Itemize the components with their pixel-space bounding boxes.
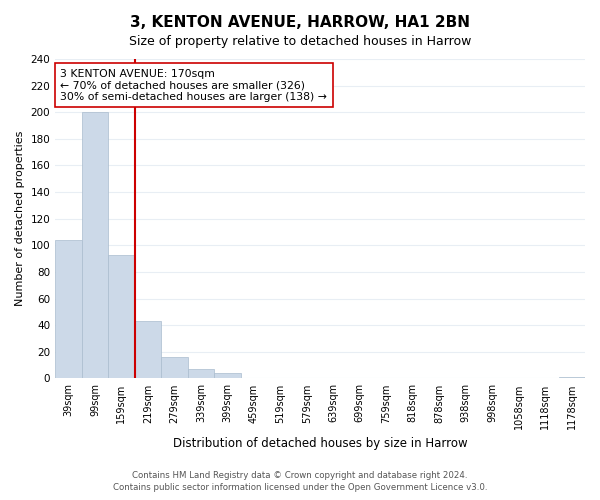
Text: 3, KENTON AVENUE, HARROW, HA1 2BN: 3, KENTON AVENUE, HARROW, HA1 2BN xyxy=(130,15,470,30)
Bar xyxy=(214,373,241,378)
Bar xyxy=(82,112,108,378)
Bar xyxy=(188,369,214,378)
Bar xyxy=(161,357,188,378)
Y-axis label: Number of detached properties: Number of detached properties xyxy=(15,131,25,306)
Bar xyxy=(134,321,161,378)
Text: 3 KENTON AVENUE: 170sqm
← 70% of detached houses are smaller (326)
30% of semi-d: 3 KENTON AVENUE: 170sqm ← 70% of detache… xyxy=(61,68,328,102)
X-axis label: Distribution of detached houses by size in Harrow: Distribution of detached houses by size … xyxy=(173,437,467,450)
Bar xyxy=(108,254,134,378)
Bar xyxy=(55,240,82,378)
Bar xyxy=(559,377,585,378)
Text: Contains HM Land Registry data © Crown copyright and database right 2024.
Contai: Contains HM Land Registry data © Crown c… xyxy=(113,471,487,492)
Text: Size of property relative to detached houses in Harrow: Size of property relative to detached ho… xyxy=(129,35,471,48)
